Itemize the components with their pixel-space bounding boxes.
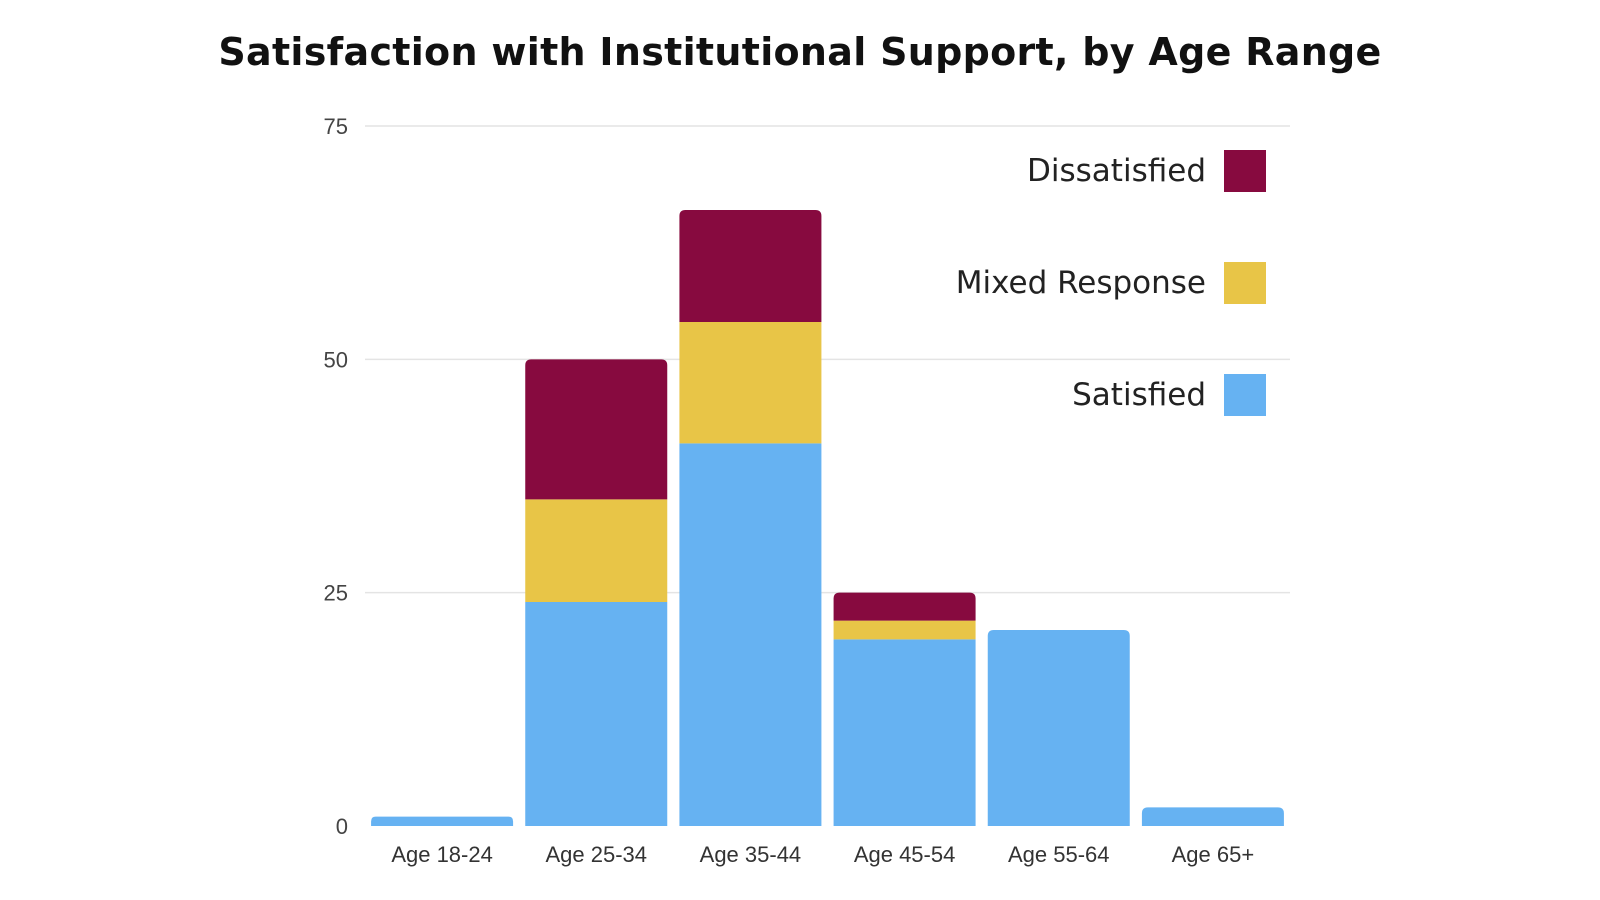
bar-segment-dissatisfied (679, 210, 822, 322)
x-tick-label: Age 25-34 (545, 842, 647, 867)
bar-segment-satisfied (525, 602, 668, 826)
x-tick-label: Age 55-64 (1008, 842, 1110, 867)
bar-segment-satisfied (371, 816, 514, 826)
legend-label: Dissatisfied (1027, 153, 1206, 189)
x-tick-label: Age 35-44 (700, 842, 802, 867)
bars (371, 210, 1284, 826)
bar-segment-mixed-response (833, 620, 976, 640)
bar-segment-satisfied (987, 630, 1130, 826)
bar-segment-satisfied (1141, 807, 1284, 826)
bar-segment-dissatisfied (525, 359, 668, 500)
y-tick-label: 0 (336, 814, 348, 839)
y-tick-label: 50 (324, 347, 348, 372)
axis-labels: 0 25 50 75 Age 18-24 Age 25-34 Age 35-44 Age 45… (324, 114, 1255, 867)
legend-swatch (1224, 374, 1266, 416)
bar-segment-dissatisfied (833, 592, 976, 621)
legend-label: Satisfied (1072, 377, 1206, 413)
x-tick-label: Age 45-54 (854, 842, 956, 867)
bar-segment-satisfied (679, 443, 822, 826)
bar-segment-mixed-response (679, 322, 822, 444)
legend: Dissatisfied Mixed Response Satisfied (956, 150, 1266, 416)
x-tick-label: Age 18-24 (391, 842, 493, 867)
y-tick-label: 25 (324, 581, 348, 606)
bar-segment-satisfied (833, 639, 976, 826)
gridlines (365, 125, 1290, 594)
x-tick-label: Age 65+ (1172, 842, 1255, 867)
legend-swatch (1224, 150, 1266, 192)
legend-swatch (1224, 262, 1266, 304)
bar-segment-mixed-response (525, 499, 668, 602)
chart-title: Satisfaction with Institutional Support,… (218, 30, 1382, 74)
legend-label: Mixed Response (956, 265, 1206, 301)
y-tick-label: 75 (324, 114, 348, 139)
